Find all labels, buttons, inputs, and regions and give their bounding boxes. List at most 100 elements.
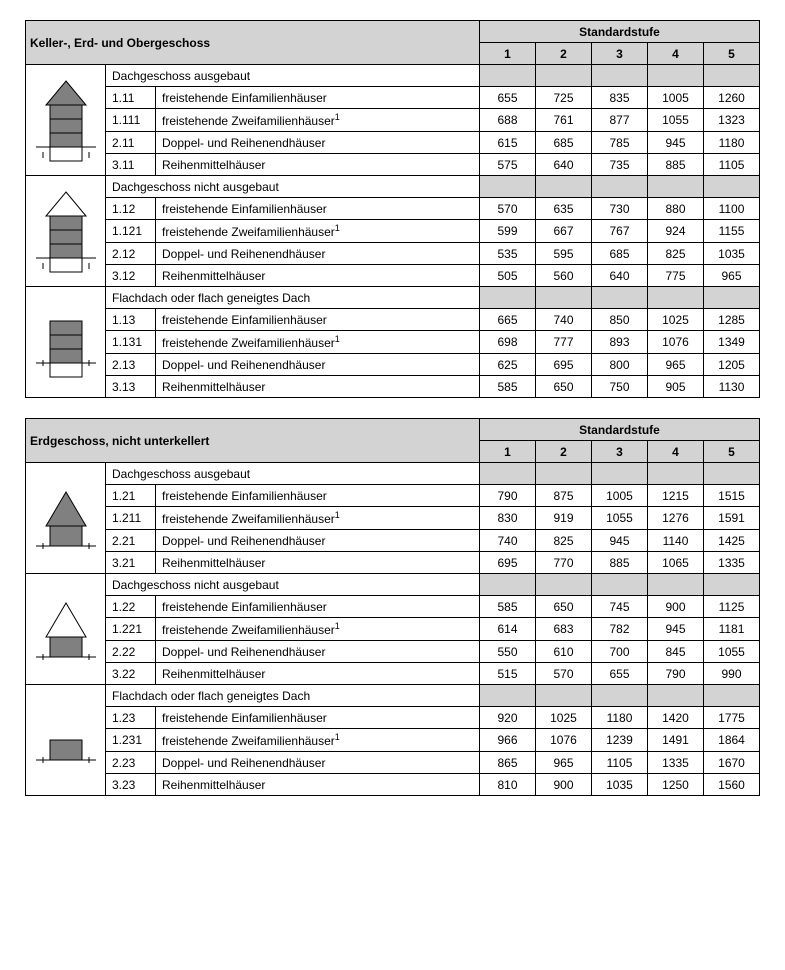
value-cell: 767: [591, 220, 647, 243]
value-cell: 1420: [647, 707, 703, 729]
value-cell: 877: [591, 109, 647, 132]
code-cell: 1.111: [106, 109, 156, 132]
value-cell: 1005: [647, 87, 703, 109]
table-row: 3.11 Reihenmittelhäuser5756407358851105: [26, 154, 760, 176]
value-cell: 685: [591, 243, 647, 265]
table-row: 1.13 freistehende Einfamilienhäuser66574…: [26, 309, 760, 331]
table-row: 1.121 freistehende Zweifamilienhäuser159…: [26, 220, 760, 243]
section-heading: Dachgeschoss ausgebaut: [106, 463, 480, 485]
table-row: 1.231 freistehende Zweifamilienhäuser196…: [26, 729, 760, 752]
value-cell: 625: [479, 354, 535, 376]
house-icon: [26, 685, 106, 796]
code-cell: 1.11: [106, 87, 156, 109]
table-row: 2.13 Doppel- und Reihenendhäuser62569580…: [26, 354, 760, 376]
value-cell: 655: [591, 663, 647, 685]
code-cell: 2.22: [106, 641, 156, 663]
desc-cell: freistehende Einfamilienhäuser: [156, 485, 480, 507]
table-title: Erdgeschoss, nicht unterkellert: [26, 419, 480, 463]
value-cell: 640: [535, 154, 591, 176]
value-cell: 683: [535, 618, 591, 641]
table-row: 1.21 freistehende Einfamilienhäuser79087…: [26, 485, 760, 507]
value-cell: 965: [703, 265, 759, 287]
table-row: 2.21 Doppel- und Reihenendhäuser74082594…: [26, 530, 760, 552]
footnote-marker: 1: [335, 334, 340, 344]
value-cell: 865: [479, 752, 535, 774]
value-cell: 1125: [703, 596, 759, 618]
section-heading: Dachgeschoss nicht ausgebaut: [106, 176, 480, 198]
value-cell: 515: [479, 663, 535, 685]
table-row: 2.22 Doppel- und Reihenendhäuser55061070…: [26, 641, 760, 663]
level-header: 1: [479, 43, 535, 65]
desc-cell: Doppel- und Reihenendhäuser: [156, 530, 480, 552]
desc-cell: freistehende Zweifamilienhäuser1: [156, 618, 480, 641]
code-cell: 2.12: [106, 243, 156, 265]
value-cell: 1130: [703, 376, 759, 398]
code-cell: 3.11: [106, 154, 156, 176]
value-cell: 585: [479, 596, 535, 618]
desc-cell: freistehende Zweifamilienhäuser1: [156, 729, 480, 752]
value-cell: 614: [479, 618, 535, 641]
code-cell: 1.221: [106, 618, 156, 641]
value-cell: 1055: [591, 507, 647, 530]
value-cell: 1323: [703, 109, 759, 132]
value-cell: 761: [535, 109, 591, 132]
table-row: 3.12 Reihenmittelhäuser505560640775965: [26, 265, 760, 287]
house-icon: [26, 463, 106, 574]
table-row: 3.13 Reihenmittelhäuser5856507509051130: [26, 376, 760, 398]
footnote-marker: 1: [335, 510, 340, 520]
value-cell: 695: [479, 552, 535, 574]
level-header: 5: [703, 43, 759, 65]
table-row: 1.131 freistehende Zweifamilienhäuser169…: [26, 331, 760, 354]
value-cell: 650: [535, 376, 591, 398]
value-cell: 945: [591, 530, 647, 552]
value-cell: 875: [535, 485, 591, 507]
code-cell: 2.11: [106, 132, 156, 154]
value-cell: 880: [647, 198, 703, 220]
level-header: 4: [647, 441, 703, 463]
value-cell: 945: [647, 132, 703, 154]
value-cell: 825: [535, 530, 591, 552]
value-cell: 924: [647, 220, 703, 243]
value-cell: 1670: [703, 752, 759, 774]
level-header: 2: [535, 43, 591, 65]
value-cell: 640: [591, 265, 647, 287]
table-row: 1.11 freistehende Einfamilienhäuser65572…: [26, 87, 760, 109]
value-cell: 550: [479, 641, 535, 663]
table-row: 2.12 Doppel- und Reihenendhäuser53559568…: [26, 243, 760, 265]
code-cell: 1.13: [106, 309, 156, 331]
value-cell: 1025: [647, 309, 703, 331]
level-header: 1: [479, 441, 535, 463]
desc-cell: Doppel- und Reihenendhäuser: [156, 132, 480, 154]
value-cell: 570: [535, 663, 591, 685]
value-cell: 885: [647, 154, 703, 176]
value-cell: 990: [703, 663, 759, 685]
code-cell: 2.21: [106, 530, 156, 552]
value-cell: 1005: [591, 485, 647, 507]
code-cell: 3.22: [106, 663, 156, 685]
table-row: 1.111 freistehende Zweifamilienhäuser168…: [26, 109, 760, 132]
code-cell: 1.231: [106, 729, 156, 752]
value-cell: 1065: [647, 552, 703, 574]
value-cell: 1491: [647, 729, 703, 752]
value-cell: 1105: [591, 752, 647, 774]
value-cell: 1285: [703, 309, 759, 331]
table-row: 1.211 freistehende Zweifamilienhäuser183…: [26, 507, 760, 530]
value-cell: 810: [479, 774, 535, 796]
house-icon: [26, 176, 106, 287]
value-cell: 1864: [703, 729, 759, 752]
table-row: 3.21 Reihenmittelhäuser69577088510651335: [26, 552, 760, 574]
code-cell: 3.23: [106, 774, 156, 796]
value-cell: 1560: [703, 774, 759, 796]
value-cell: 850: [591, 309, 647, 331]
section-heading: Dachgeschoss nicht ausgebaut: [106, 574, 480, 596]
value-cell: 790: [647, 663, 703, 685]
value-cell: 688: [479, 109, 535, 132]
table-row: 3.22 Reihenmittelhäuser515570655790990: [26, 663, 760, 685]
value-cell: 1140: [647, 530, 703, 552]
value-cell: 893: [591, 331, 647, 354]
table-row: 2.11 Doppel- und Reihenendhäuser61568578…: [26, 132, 760, 154]
desc-cell: Doppel- und Reihenendhäuser: [156, 354, 480, 376]
section-heading: Flachdach oder flach geneigtes Dach: [106, 287, 480, 309]
desc-cell: Reihenmittelhäuser: [156, 552, 480, 574]
value-cell: 782: [591, 618, 647, 641]
